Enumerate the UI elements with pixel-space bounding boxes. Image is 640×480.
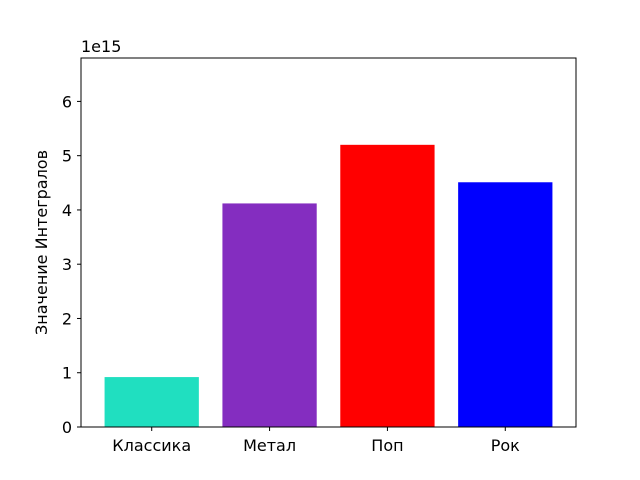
y-axis-ticks: 0 1 2 3 4 5 6 [62,92,81,437]
x-tick-label: Поп [371,436,403,455]
y-tick-label: 6 [62,92,72,111]
x-tick-label: Метал [243,436,296,455]
x-axis-ticks: Классика Метал Поп Рок [112,427,520,455]
bars-group [104,144,553,427]
y-tick-label: 4 [62,201,72,220]
bar-1 [222,203,317,427]
y-tick-label: 0 [62,418,72,437]
bar-3 [458,182,553,427]
bar-0 [104,377,199,427]
y-tick-label: 1 [62,364,72,383]
y-tick-label: 3 [62,255,72,274]
y-tick-label: 2 [62,309,72,328]
y-offset-label: 1e15 [81,37,121,56]
y-axis-title: Значение Интегралов [32,150,51,335]
x-tick-label: Рок [491,436,520,455]
bar-2 [340,144,435,427]
plot-frame [80,57,577,428]
y-tick-label: 5 [62,147,72,166]
x-tick-label: Классика [112,436,191,455]
